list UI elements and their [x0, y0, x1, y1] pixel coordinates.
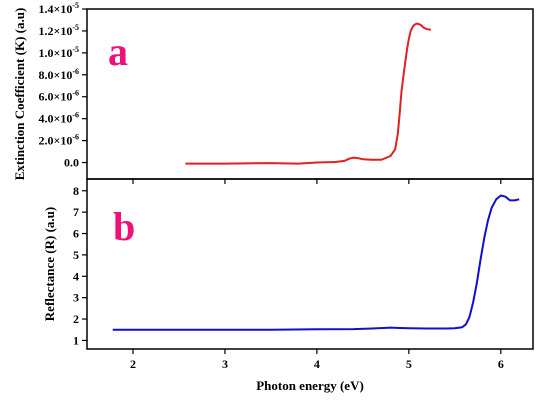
- panel-b-frame: [86, 178, 534, 350]
- y-tick-label: 7: [73, 205, 79, 219]
- panel-b-letter: b: [113, 204, 135, 249]
- y-tick-label: 1.0×10-5: [38, 45, 79, 60]
- x-tick-label: 2: [130, 357, 136, 371]
- y-tick-label: 6.0×10-6: [38, 89, 79, 104]
- y-tick-label: 2: [73, 312, 79, 326]
- x-tick-label: 6: [498, 357, 504, 371]
- panel-a-x-ticks: [132, 179, 502, 184]
- x-tick-label: 4: [314, 357, 320, 371]
- y-tick-label: 4.0×10-6: [38, 111, 79, 126]
- y-tick-label: 8.0×10-6: [38, 67, 79, 82]
- panel-b: 1 2 3 4 5 6 7 8 2 3 4 5 6 b: [73, 178, 534, 371]
- panel-b-y-axis-title: Reflectance (R) (a.u): [42, 207, 57, 321]
- x-tick-label: 3: [222, 357, 228, 371]
- y-tick-label: 1: [73, 333, 79, 347]
- y-tick-label: 2.0×10-6: [38, 133, 79, 148]
- y-tick-label: 8: [73, 184, 79, 198]
- y-tick-label: 1.4×10-5: [38, 1, 79, 16]
- panel-a-y-axis-title: Extinction Coefficient (K) (a.u): [12, 8, 27, 181]
- panel-a: 0.0 2.0×10-6 4.0×10-6 6.0×10-6 8.0×10-6 1.0×1…: [38, 1, 534, 184]
- x-tick-label: 5: [406, 357, 412, 371]
- y-tick-label: 4: [73, 269, 79, 283]
- y-tick-label: 6: [73, 227, 79, 241]
- y-tick-label: 0.0: [64, 156, 79, 170]
- panel-b-y-ticks: 1 2 3 4 5 6 7 8: [73, 184, 87, 347]
- panel-b-series-line: [112, 194, 520, 331]
- panel-a-frame: [86, 8, 534, 180]
- x-axis-title: Photon energy (eV): [256, 378, 364, 393]
- panel-a-y-ticks: 0.0 2.0×10-6 4.0×10-6 6.0×10-6 8.0×10-6 1.0×1…: [38, 1, 87, 170]
- panel-b-x-ticks: 2 3 4 5 6: [130, 349, 504, 371]
- panel-a-series-line: [185, 22, 432, 165]
- y-tick-label: 5: [73, 248, 79, 262]
- y-tick-label: 3: [73, 291, 79, 305]
- y-tick-label: 1.2×10-5: [38, 23, 79, 38]
- panel-a-letter: a: [108, 29, 128, 74]
